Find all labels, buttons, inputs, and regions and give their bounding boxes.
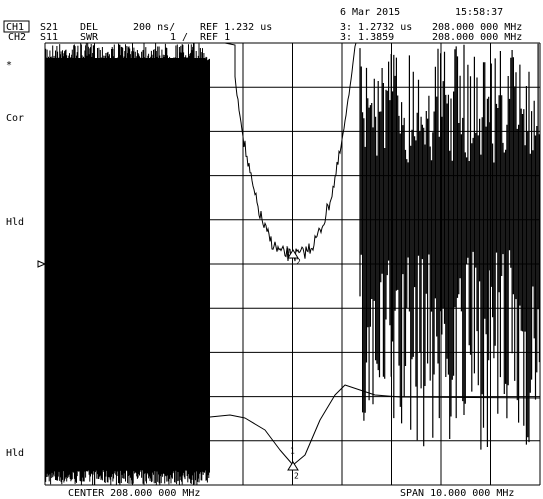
marker-frequency: 208.000 000 MHz: [432, 32, 522, 43]
center-frequency: CENTER 208.000 000 MHz: [68, 488, 200, 499]
scale: 200 ns/: [133, 22, 175, 33]
side-label: Hld: [6, 448, 24, 459]
parameter: S11: [40, 32, 58, 43]
reference: REF 1.232 us: [200, 22, 272, 33]
scale: 1 /: [170, 32, 188, 43]
span: SPAN 10.000 000 MHz: [400, 488, 514, 499]
time: 15:58:37: [455, 7, 503, 18]
ch1-trace: [224, 42, 360, 262]
channel-label: CH2: [8, 32, 26, 43]
marker-label: 2: [296, 258, 301, 267]
marker-label: 1: [290, 447, 295, 456]
date: 6 Mar 2015: [340, 7, 400, 18]
reference: REF 1: [200, 32, 230, 43]
parameter: S21: [40, 22, 58, 33]
side-label: Cor: [6, 113, 24, 124]
marker-frequency: 208.000 000 MHz: [432, 22, 522, 33]
reference-pointer: [37, 260, 47, 268]
side-label: Hld: [6, 217, 24, 228]
side-label: *: [6, 60, 12, 71]
active-channel-box: [3, 20, 30, 33]
ch2-trace: [209, 384, 541, 466]
channel-label: CH1: [6, 22, 24, 33]
marker-label: 2: [294, 472, 299, 481]
marker-readout: 3: 1.2732 us: [340, 22, 412, 33]
noise-fill: [45, 58, 205, 470]
traces: [44, 42, 541, 485]
noise-trace: [359, 43, 540, 450]
marker-triangles: [287, 249, 299, 471]
marker-readout: 3: 1.3859: [340, 32, 394, 43]
format: SWR: [80, 32, 99, 43]
marker-label: 1: [285, 246, 290, 255]
format: DEL: [80, 22, 98, 33]
